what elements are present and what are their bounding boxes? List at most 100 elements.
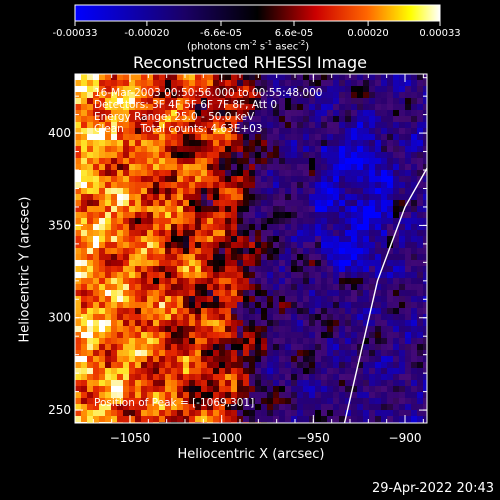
heatmap-cell (99, 392, 106, 399)
heatmap-cell (357, 206, 364, 213)
heatmap-cell (111, 398, 118, 405)
heatmap-cell (315, 110, 322, 117)
heatmap-cell (195, 212, 202, 219)
heatmap-cell (153, 158, 160, 165)
heatmap-cell (405, 134, 412, 141)
heatmap-cell (225, 254, 232, 261)
heatmap-cell (327, 74, 334, 81)
heatmap-cell (321, 332, 328, 339)
heatmap-cell (249, 104, 256, 111)
heatmap-cell (93, 74, 100, 81)
heatmap-cell (369, 236, 376, 243)
heatmap-cell (279, 206, 286, 213)
heatmap-cell (171, 374, 178, 381)
heatmap-cell (345, 152, 352, 159)
heatmap-cell (291, 230, 298, 237)
heatmap-cell (237, 338, 244, 345)
heatmap-cell (213, 140, 220, 147)
heatmap-cell (129, 302, 136, 309)
heatmap-cell (345, 158, 352, 165)
heatmap-cell (351, 140, 358, 147)
heatmap-cell (123, 206, 130, 213)
heatmap-cell (237, 302, 244, 309)
heatmap-cell (387, 284, 394, 291)
heatmap-cell (261, 266, 268, 273)
heatmap-cell (201, 200, 208, 207)
heatmap-cell (315, 350, 322, 357)
heatmap-cell (321, 248, 328, 255)
heatmap-cell (363, 176, 370, 183)
y-tick-label: 400 (48, 126, 71, 140)
heatmap-cell (99, 236, 106, 243)
heatmap-cell (189, 362, 196, 369)
heatmap-cell (261, 284, 268, 291)
heatmap-cell (153, 122, 160, 129)
heatmap-cell (267, 344, 274, 351)
heatmap-cell (411, 380, 418, 387)
heatmap-cell (129, 122, 136, 129)
heatmap-cell (219, 284, 226, 291)
heatmap-cell (207, 266, 214, 273)
heatmap-cell (117, 134, 124, 141)
heatmap-cell (147, 386, 154, 393)
heatmap-cell (135, 308, 142, 315)
heatmap-cell (153, 86, 160, 93)
plot-frame (74, 73, 428, 424)
heatmap-cell (171, 410, 178, 417)
heatmap-cell (351, 356, 358, 363)
heatmap-cell (255, 248, 262, 255)
heatmap-cell (165, 74, 172, 81)
heatmap-cell (105, 374, 112, 381)
heatmap-cell (315, 356, 322, 363)
heatmap-cell (387, 392, 394, 399)
heatmap-cell (111, 308, 118, 315)
heatmap-cell (399, 284, 406, 291)
heatmap-cell (273, 188, 280, 195)
heatmap-cell (357, 122, 364, 129)
heatmap-cell (237, 254, 244, 261)
heatmap-cell (369, 80, 376, 87)
heatmap-cell (135, 218, 142, 225)
heatmap-cell (375, 374, 382, 381)
heatmap-cell (405, 248, 412, 255)
heatmap-cell (303, 128, 310, 135)
heatmap-cell (123, 152, 130, 159)
heatmap-cell (309, 110, 316, 117)
heatmap-cell (243, 236, 250, 243)
heatmap-cell (189, 398, 196, 405)
heatmap-cell (105, 188, 112, 195)
heatmap-cell (267, 164, 274, 171)
heatmap-cell (339, 368, 346, 375)
heatmap-cell (387, 320, 394, 327)
heatmap-cell (375, 380, 382, 387)
heatmap-cell (201, 104, 208, 111)
heatmap-cell (351, 278, 358, 285)
heatmap-cell (375, 200, 382, 207)
heatmap-cell (285, 392, 292, 399)
heatmap-cell (255, 278, 262, 285)
heatmap-cell (207, 362, 214, 369)
heatmap-cell (393, 128, 400, 135)
heatmap-cell (333, 350, 340, 357)
heatmap-cell (315, 392, 322, 399)
heatmap-cell (153, 212, 160, 219)
heatmap-cell (321, 362, 328, 369)
heatmap-cell (375, 344, 382, 351)
heatmap-cell (387, 344, 394, 351)
heatmap-cell (87, 410, 94, 417)
heatmap-cell (117, 152, 124, 159)
heatmap-cell (315, 296, 322, 303)
heatmap-cell (159, 284, 166, 291)
heatmap-cell (105, 74, 112, 81)
heatmap-cell (105, 416, 112, 423)
heatmap-cell (411, 266, 418, 273)
heatmap-cell (141, 320, 148, 327)
heatmap-cell (183, 398, 190, 405)
heatmap-cell (267, 116, 274, 123)
heatmap-cell (231, 182, 238, 189)
heatmap-cell (153, 98, 160, 105)
heatmap-cell (135, 398, 142, 405)
heatmap-cell (363, 86, 370, 93)
heatmap-cell (183, 182, 190, 189)
heatmap-cell (207, 380, 214, 387)
